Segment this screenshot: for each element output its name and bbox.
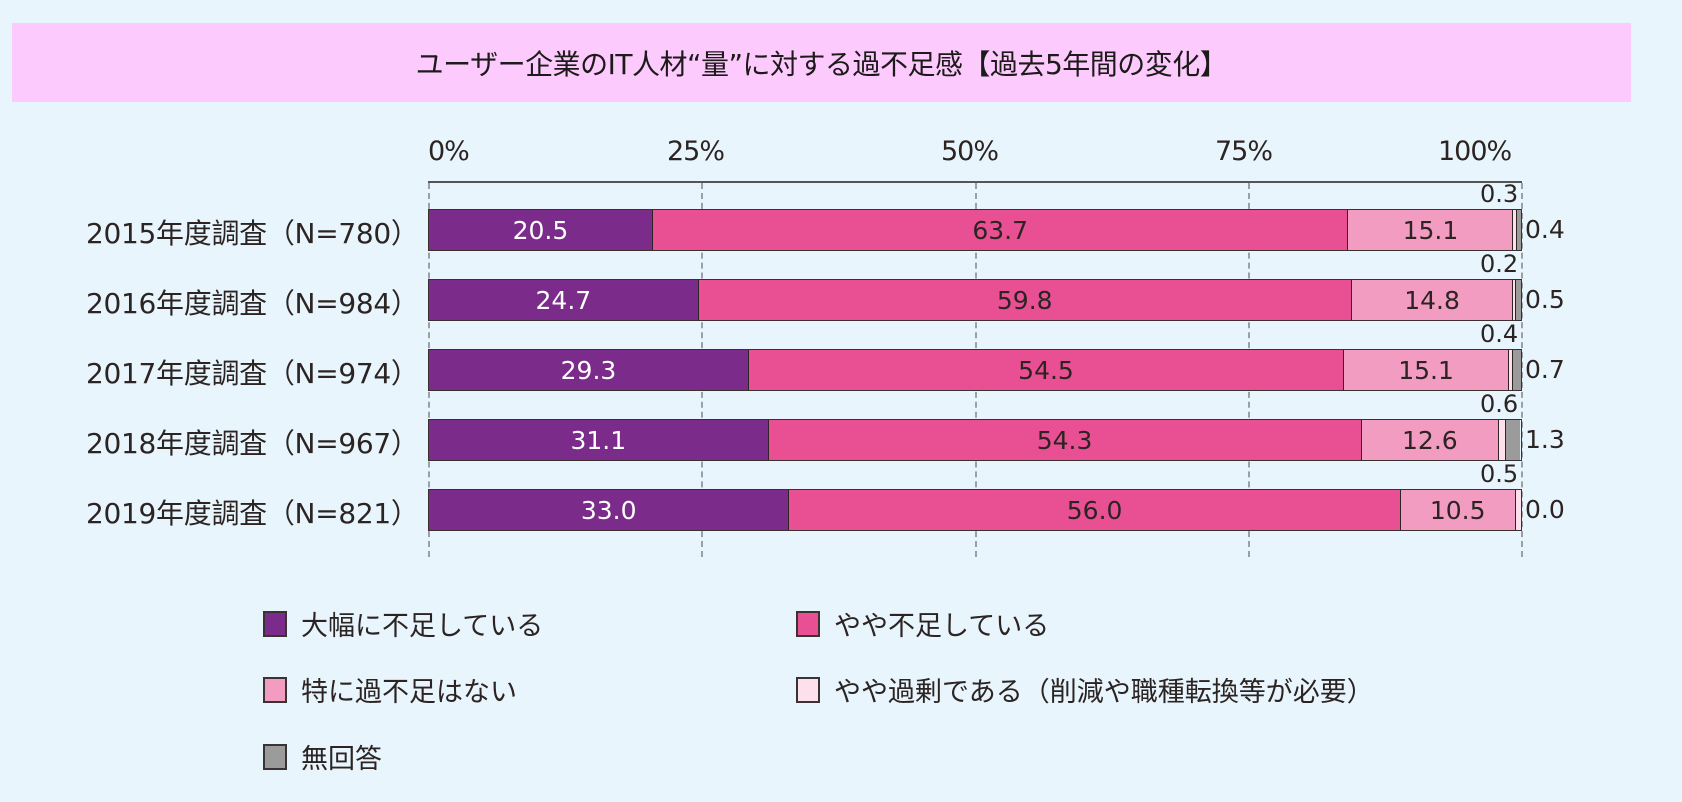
legend-swatch-purple <box>263 610 287 637</box>
axis-tick-75: 75% <box>1215 136 1273 167</box>
gridline-100 <box>1521 183 1523 557</box>
segment-slight-shortage: 59.8 <box>698 280 1352 320</box>
bar-2016: 24.7 59.8 14.8 <box>428 279 1522 321</box>
row-label-2016: 2016年度調査（N=984） <box>86 287 419 320</box>
segment-severe-shortage: 31.1 <box>429 420 769 460</box>
x-axis-line <box>428 181 1522 183</box>
legend-severe-shortage: 大幅に不足している <box>263 604 543 643</box>
no-answer-label-2019: 0.0 <box>1525 495 1565 524</box>
segment-no-issue: 15.1 <box>1344 350 1509 390</box>
excess-label-2015: 0.3 <box>1480 180 1519 208</box>
legend-swatch-pink <box>263 676 287 703</box>
chart-title: ユーザー企業のIT人材“量”に対する過不足感【過去5年間の変化】 <box>415 47 1228 81</box>
segment-no-issue: 14.8 <box>1351 280 1514 320</box>
segment-slight-shortage: 54.5 <box>748 350 1345 390</box>
segment-no-answer <box>1513 350 1521 390</box>
excess-label-2016: 0.2 <box>1480 250 1519 278</box>
segment-severe-shortage: 24.7 <box>429 280 699 320</box>
axis-tick-50: 50% <box>941 136 999 167</box>
bar-2019: 33.0 56.0 10.5 <box>428 489 1522 531</box>
segment-severe-shortage: 33.0 <box>429 490 790 530</box>
axis-tick-25: 25% <box>667 136 725 167</box>
bar-2017: 29.3 54.5 15.1 <box>428 349 1522 391</box>
excess-label-2018: 0.6 <box>1480 390 1519 418</box>
segment-no-issue: 15.1 <box>1348 210 1514 250</box>
legend-slight-shortage: やや不足している <box>796 604 1049 643</box>
excess-label-2019: 0.5 <box>1480 460 1519 488</box>
legend-excess: やや過剰である（削減や職種転換等が必要） <box>796 670 1374 709</box>
chart-title-banner: ユーザー企業のIT人材“量”に対する過不足感【過去5年間の変化】 <box>12 23 1631 102</box>
segment-no-answer <box>1515 280 1521 320</box>
legend-swatch-gray <box>263 743 287 770</box>
segment-slight-shortage: 63.7 <box>652 210 1349 250</box>
row-label-2017: 2017年度調査（N=974） <box>86 357 419 390</box>
row-label-2019: 2019年度調査（N=821） <box>86 497 419 530</box>
segment-excess <box>1515 490 1521 530</box>
row-label-2018: 2018年度調査（N=967） <box>86 427 419 460</box>
segment-excess <box>1513 280 1516 320</box>
axis-tick-100: 100% <box>1438 136 1512 167</box>
segment-slight-shortage: 54.3 <box>768 420 1362 460</box>
bar-2015: 20.5 63.7 15.1 <box>428 209 1522 251</box>
legend-swatch-magenta <box>796 610 820 637</box>
no-answer-label-2017: 0.7 <box>1525 355 1565 384</box>
legend-no-answer: 無回答 <box>263 737 382 776</box>
excess-label-2017: 0.4 <box>1480 320 1519 348</box>
segment-no-issue: 12.6 <box>1361 420 1500 460</box>
segment-excess <box>1513 210 1517 250</box>
segment-excess <box>1499 420 1506 460</box>
segment-severe-shortage: 20.5 <box>429 210 653 250</box>
axis-tick-0: 0% <box>428 136 470 167</box>
no-answer-label-2018: 1.3 <box>1525 425 1565 454</box>
legend-swatch-light-pink <box>796 676 820 703</box>
bar-2018: 31.1 54.3 12.6 <box>428 419 1522 461</box>
segment-severe-shortage: 29.3 <box>429 350 749 390</box>
segment-excess <box>1508 350 1514 390</box>
segment-slight-shortage: 56.0 <box>789 490 1401 530</box>
row-label-2015: 2015年度調査（N=780） <box>86 217 419 250</box>
segment-no-answer <box>1516 210 1521 250</box>
segment-no-answer <box>1505 420 1520 460</box>
segment-no-issue: 10.5 <box>1400 490 1516 530</box>
legend-no-issue: 特に過不足はない <box>263 670 517 709</box>
no-answer-label-2016: 0.5 <box>1525 285 1565 314</box>
no-answer-label-2015: 0.4 <box>1525 215 1565 244</box>
